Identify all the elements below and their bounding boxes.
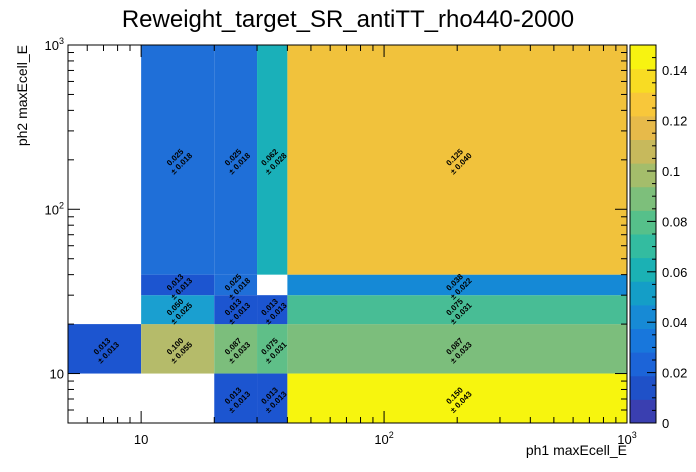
color-scale-band [630,304,656,329]
heatmap-cell [141,324,215,374]
color-scale-tick-label: 0.12 [662,114,687,129]
color-scale-tick-label: 0.04 [662,315,687,330]
color-scale-ticks: 0 0.02 0.04 0.06 0.08 0.1 0.12 0.14 [647,44,687,431]
color-scale-tick-label: 0.1 [662,164,680,179]
color-scale-band [630,328,656,353]
plot-frame [67,44,628,424]
cell-label-group: 0.013± 0.013 [223,297,253,327]
color-scale-tick-label: 0 [662,416,669,431]
y-tick-label: 102 [45,200,64,217]
y-axis-ticks: 10 102 103 [45,36,627,424]
heatmap-cell [287,373,627,423]
color-scale-tick-label: 0.14 [662,63,687,78]
color-scale-tick-label: 0.02 [662,366,687,381]
y-tick-label: 10 [50,367,64,382]
y-tick-label: 103 [45,36,64,53]
heatmap-cell [214,373,258,423]
x-tick-label: 103 [617,430,636,447]
x-axis-title: ph1 maxEcell_E [526,442,627,458]
color-scale-band [630,281,656,306]
heatmap-cell [141,45,215,275]
x-tick-label: 102 [374,430,393,447]
color-scale-bar [629,44,657,424]
heatmap-cell [257,373,288,423]
color-scale-band [630,139,656,164]
color-scale-band [630,45,656,70]
heatmap-cell [257,45,288,275]
color-scale-band [630,115,656,140]
color-scale-band [630,68,656,93]
color-scale-band [630,399,656,424]
color-scale-band [630,257,656,282]
heatmap-cells [68,45,627,423]
x-tick-label: 10 [134,432,148,447]
y-axis-title: ph2 maxEcell_E [14,45,30,146]
heatmap-cell [141,274,215,296]
heatmap-cell [287,324,627,374]
x-axis-ticks: 10 102 103 [67,45,637,447]
color-scale-band [630,234,656,259]
heatmap-cell [214,274,258,296]
color-scale-band [630,375,656,400]
color-scale-band [630,163,656,188]
heatmap-cell [257,324,288,374]
heatmap-cell [287,274,627,296]
heatmap-cell [287,295,627,325]
heatmap-cell [287,45,627,275]
color-scale-band [630,210,656,235]
color-scale-band [630,186,656,211]
heatmap-cell [214,45,258,275]
color-scale-tick-label: 0.06 [662,265,687,280]
heatmap-cell [214,295,258,325]
color-scale-band [630,92,656,117]
heatmap-cell [141,295,215,325]
heatmap-cell [68,324,142,374]
heatmap-cell [214,324,258,374]
heatmap-cell [257,295,288,325]
color-scale-tick-label: 0.08 [662,214,687,229]
chart-title: Reweight_target_SR_antiTT_rho440-2000 [122,6,574,33]
